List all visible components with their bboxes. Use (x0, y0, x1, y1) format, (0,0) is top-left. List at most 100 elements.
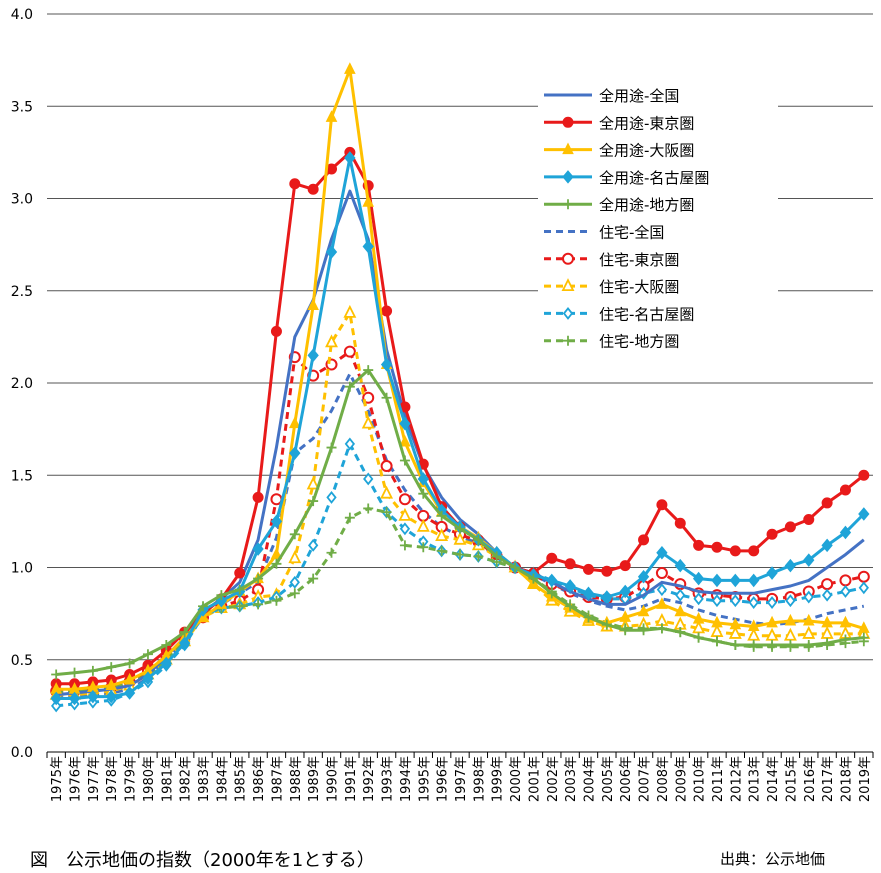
data-point (747, 627, 761, 641)
data-point (840, 585, 851, 598)
data-point (289, 178, 301, 190)
data-point (216, 590, 227, 601)
x-tick-label: 1998年 (472, 756, 487, 802)
data-point (858, 507, 870, 521)
data-point (748, 639, 759, 650)
data-point (491, 551, 502, 562)
y-tick-label: 4.0 (11, 7, 33, 23)
x-tick-label: 1990年 (326, 756, 341, 802)
data-point (546, 552, 558, 564)
data-point (693, 539, 705, 551)
data-point (655, 567, 668, 580)
data-point (306, 476, 320, 490)
data-point (693, 632, 704, 643)
x-tick-label: 2009年 (674, 756, 689, 802)
data-point (656, 623, 667, 634)
data-point (253, 573, 264, 584)
data-point (839, 525, 852, 540)
data-point (87, 665, 98, 676)
data-point (601, 590, 613, 604)
data-point (562, 306, 574, 320)
data-point (803, 514, 815, 526)
data-point (601, 619, 612, 630)
legend-item: 全用途-全国 (544, 87, 679, 105)
data-point (363, 503, 374, 514)
data-point (710, 624, 724, 637)
x-tick-label: 2002年 (546, 756, 561, 802)
x-tick-label: 1986年 (252, 756, 267, 802)
data-point (270, 547, 283, 560)
x-tick-label: 1995年 (417, 756, 432, 802)
legend-label: 住宅-名古屋圏 (599, 305, 694, 323)
data-point (858, 621, 870, 633)
data-point (821, 538, 833, 553)
data-point (179, 627, 190, 638)
data-point (765, 627, 779, 641)
data-point (142, 671, 154, 685)
data-point (473, 534, 484, 545)
legend-label: 住宅-東京圏 (599, 251, 679, 269)
data-point (675, 588, 686, 602)
data-point (51, 699, 62, 713)
figure-caption: 図 公示地価の指数（2000年を1とする） (30, 850, 375, 871)
legend-item: 住宅-東京圏 (544, 251, 679, 269)
data-point (820, 625, 834, 639)
data-point (546, 573, 558, 588)
data-point (619, 584, 631, 599)
data-point (325, 334, 338, 348)
data-point (711, 615, 723, 628)
series-5 (51, 365, 869, 680)
x-tick-label: 2003年 (564, 756, 579, 802)
data-point (562, 170, 574, 184)
data-point (436, 510, 447, 521)
data-point (619, 560, 631, 572)
data-point (344, 151, 356, 165)
data-point (344, 381, 355, 392)
data-point (563, 199, 573, 210)
data-point (821, 588, 833, 602)
data-point (748, 596, 759, 609)
data-point (398, 507, 412, 521)
data-point (362, 239, 374, 254)
legend-item: 全用途-地方圏 (544, 196, 694, 214)
data-point (747, 619, 760, 632)
legend-label: 全用途-地方圏 (599, 196, 694, 214)
data-point (252, 542, 264, 556)
x-tick-label: 1991年 (344, 756, 359, 802)
data-point (288, 550, 302, 564)
data-point (638, 534, 650, 546)
data-point (692, 612, 705, 624)
x-tick-label: 2010年 (693, 756, 708, 802)
data-point (455, 523, 465, 534)
x-tick-label: 2011年 (711, 756, 726, 802)
data-point (418, 542, 429, 553)
data-point (858, 469, 870, 481)
x-tick-label: 2008年 (656, 756, 671, 802)
data-point (821, 615, 833, 628)
data-point (766, 615, 778, 628)
data-point (562, 252, 574, 265)
x-tick-label: 2018年 (839, 756, 854, 802)
data-point (730, 639, 741, 650)
data-point (308, 538, 319, 552)
x-tick-label: 1984年 (215, 756, 230, 802)
data-point (271, 558, 282, 569)
legend-background (538, 79, 778, 358)
data-point (399, 540, 410, 551)
data-point (270, 514, 283, 529)
legend-label: 全用途-東京圏 (599, 114, 694, 132)
data-point (363, 365, 374, 376)
data-point (361, 415, 375, 429)
data-point (362, 195, 375, 207)
data-point (344, 437, 356, 451)
data-point (308, 496, 319, 507)
series-9 (51, 437, 869, 713)
data-point (656, 583, 668, 597)
data-point (343, 345, 356, 358)
data-point (802, 613, 815, 626)
x-tick-label: 2012年 (729, 756, 744, 802)
y-tick-label: 1.0 (11, 561, 33, 577)
data-point (729, 545, 741, 557)
data-point (270, 325, 282, 337)
data-point (179, 636, 191, 650)
